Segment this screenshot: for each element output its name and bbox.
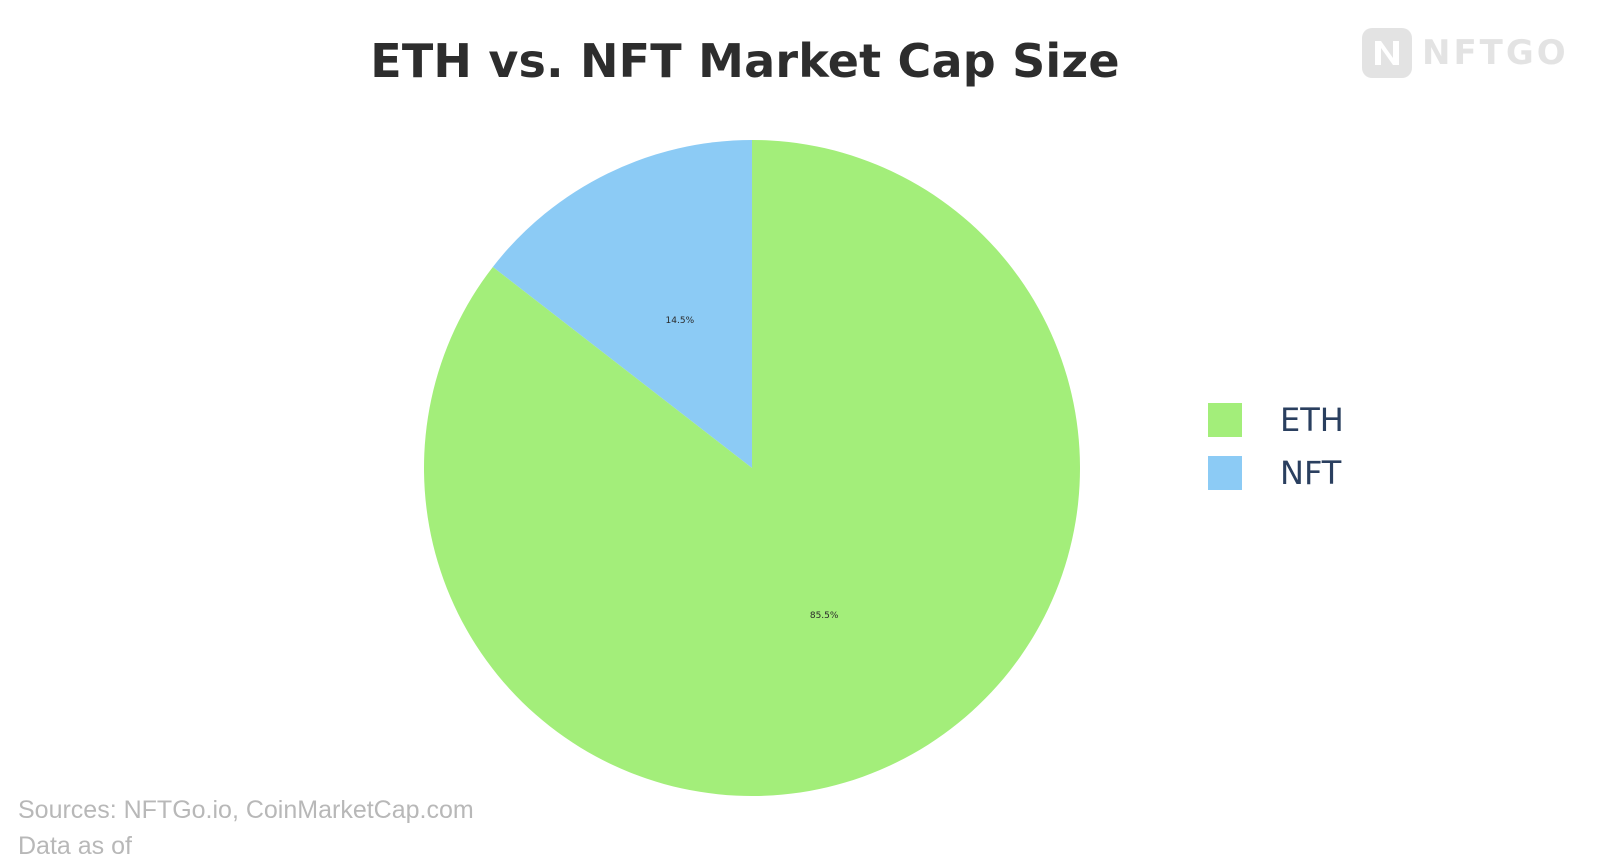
chart-title: ETH vs. NFT Market Cap Size [370,34,1120,88]
legend-label-nft: NFT [1280,454,1342,492]
slice-label-nft: 14.5% [666,316,695,326]
legend-label-eth: ETH [1280,401,1344,439]
legend: ETH NFT [1208,401,1344,509]
pie-slice-nft [492,140,752,468]
date-note: Data as of [18,832,132,860]
sources-note: Sources: NFTGo.io, CoinMarketCap.com [18,796,474,824]
legend-swatch-nft [1208,456,1242,490]
pie-chart: 14.5% 85.5% [424,140,1081,796]
brand-name: NFTGO [1422,33,1569,73]
brand-logo: NFTGO [1362,28,1569,78]
legend-item-eth: ETH [1208,401,1344,439]
legend-item-nft: NFT [1208,454,1344,492]
nftgo-logo-icon [1362,28,1412,78]
pie-slice-eth [424,140,1081,796]
slice-label-eth: 85.5% [810,611,839,621]
legend-swatch-eth [1208,403,1242,437]
